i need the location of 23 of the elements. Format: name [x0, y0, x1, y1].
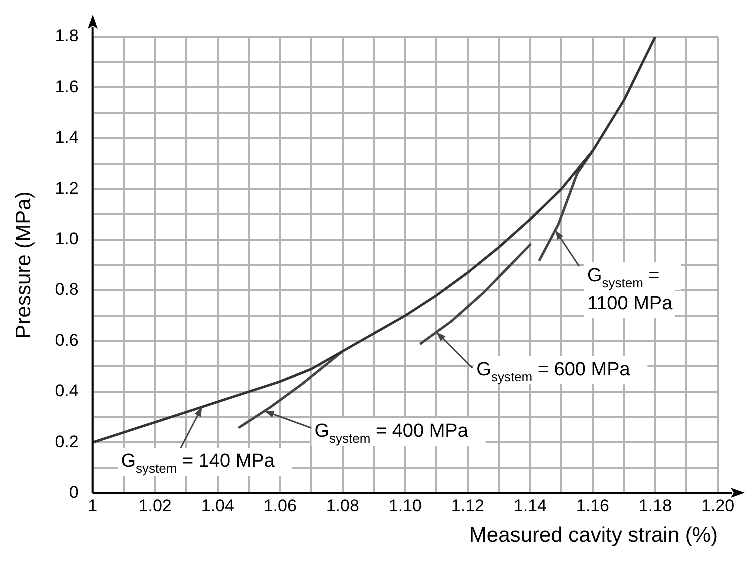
y-tick-label: 0.2	[55, 432, 79, 452]
x-tick-label: 1.06	[264, 496, 297, 516]
y-tick-label: 1.0	[55, 230, 79, 249]
y-tick-label: 1.6	[55, 77, 79, 96]
x-tick-label: 1.14	[514, 496, 547, 516]
x-tick-label: 1.08	[326, 496, 360, 516]
x-tick-label: 1.10	[388, 496, 422, 516]
y-tick-label: 0.6	[55, 330, 79, 350]
x-tick-label: 1.18	[638, 496, 672, 516]
x-tick-label: 1	[88, 496, 98, 516]
x-tick-label: 1.12	[451, 496, 484, 516]
y-tick-label: 0.4	[55, 382, 79, 401]
x-tick-label: 1.04	[201, 496, 234, 516]
x-tick-label: 1.16	[576, 496, 610, 516]
y-tick-label: 1.2	[55, 178, 79, 198]
y-tick-label: 1.4	[55, 128, 79, 148]
y-tick-label: 0	[69, 483, 79, 502]
y-tick-label: 1.8	[55, 26, 79, 46]
y-tick-label: 0.8	[55, 280, 79, 300]
x-tick-label: 1.20	[701, 496, 735, 516]
y-axis-title: Pressure (MPa)	[12, 192, 36, 339]
x-axis-title: Measured cavity strain (%)	[469, 524, 718, 548]
x-tick-label: 1.02	[138, 496, 172, 516]
